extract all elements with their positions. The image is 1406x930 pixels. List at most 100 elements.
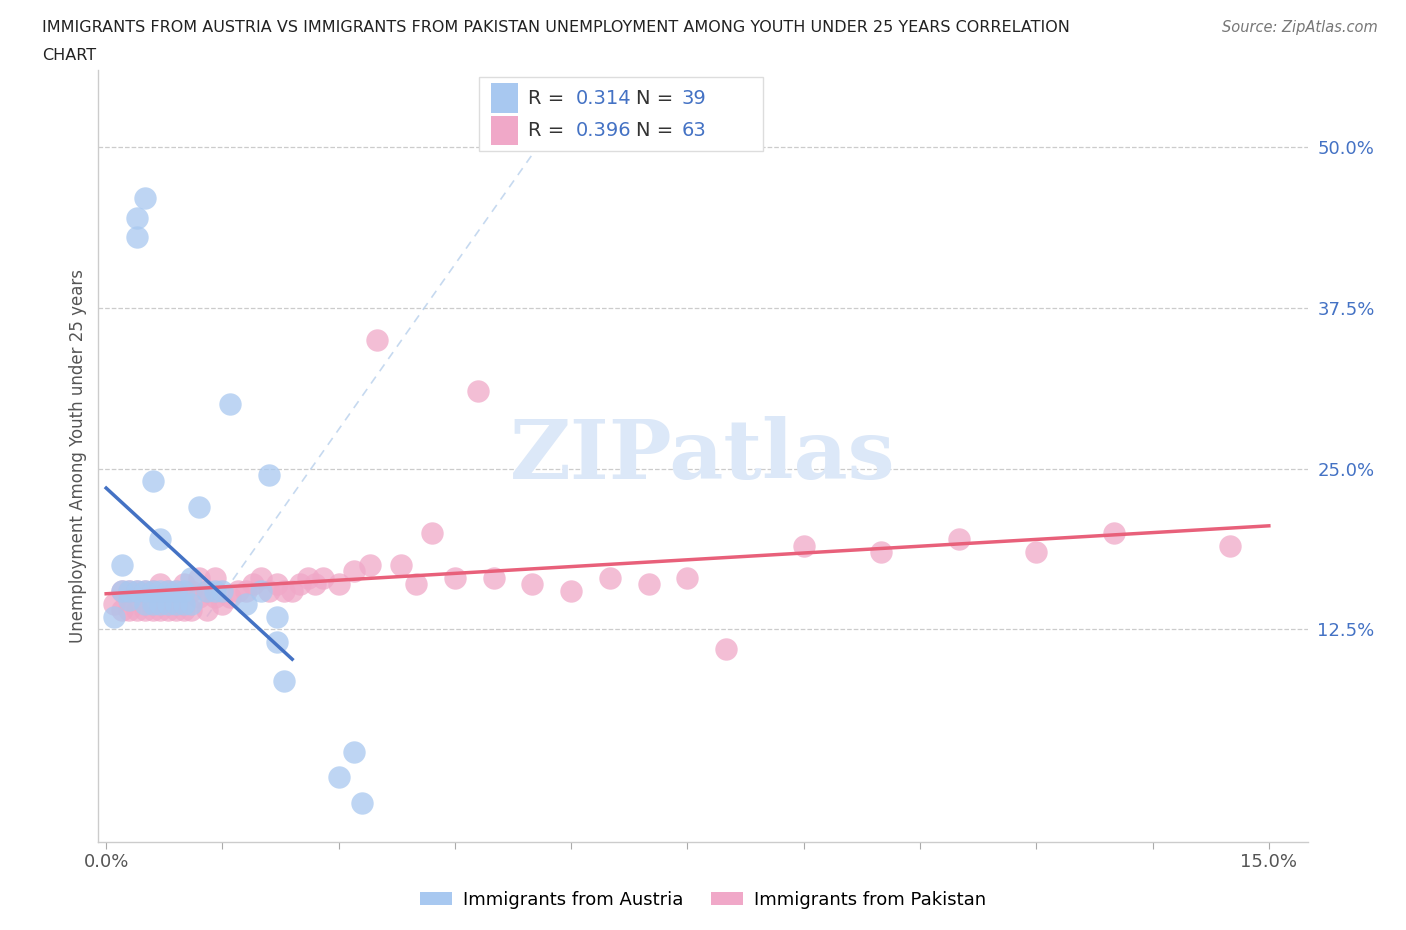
Point — [149, 603, 172, 618]
Point — [204, 590, 226, 604]
Point — [235, 583, 257, 598]
Point — [266, 577, 288, 591]
Point — [266, 635, 288, 650]
Point — [328, 770, 350, 785]
Text: 39: 39 — [682, 88, 706, 108]
Point — [204, 583, 226, 598]
Point — [134, 583, 156, 598]
Point — [297, 570, 319, 585]
Point — [420, 525, 443, 540]
Text: R =: R = — [527, 121, 571, 140]
Point — [257, 468, 280, 483]
Text: CHART: CHART — [42, 48, 96, 63]
Text: R =: R = — [527, 88, 571, 108]
Point — [188, 570, 211, 585]
Point — [195, 603, 218, 618]
Point — [103, 596, 125, 611]
Point — [142, 583, 165, 598]
Point — [637, 577, 659, 591]
Text: IMMIGRANTS FROM AUSTRIA VS IMMIGRANTS FROM PAKISTAN UNEMPLOYMENT AMONG YOUTH UND: IMMIGRANTS FROM AUSTRIA VS IMMIGRANTS FR… — [42, 20, 1070, 35]
Point — [173, 577, 195, 591]
Point — [127, 583, 149, 598]
Point — [242, 577, 264, 591]
Point — [1219, 538, 1241, 553]
Point — [870, 545, 893, 560]
Point — [165, 596, 187, 611]
Point — [219, 590, 242, 604]
Text: 0.314: 0.314 — [576, 88, 631, 108]
Point — [522, 577, 544, 591]
Point — [118, 583, 141, 598]
Point — [467, 384, 489, 399]
Point — [173, 596, 195, 611]
Point — [149, 532, 172, 547]
Point — [165, 603, 187, 618]
Point — [118, 583, 141, 598]
Point — [127, 603, 149, 618]
Point — [350, 796, 373, 811]
Point — [219, 397, 242, 412]
Point — [328, 577, 350, 591]
Point — [1025, 545, 1047, 560]
Point — [266, 609, 288, 624]
Y-axis label: Unemployment Among Youth under 25 years: Unemployment Among Youth under 25 years — [69, 269, 87, 643]
Text: Source: ZipAtlas.com: Source: ZipAtlas.com — [1222, 20, 1378, 35]
Point — [343, 564, 366, 578]
Point — [560, 583, 582, 598]
Point — [127, 230, 149, 245]
Bar — [492, 115, 517, 145]
Point — [195, 583, 218, 598]
Point — [134, 596, 156, 611]
Point — [188, 499, 211, 514]
Point — [366, 333, 388, 348]
Point — [157, 603, 180, 618]
Point — [127, 583, 149, 598]
Point — [149, 583, 172, 598]
Point — [134, 191, 156, 206]
Point — [180, 570, 202, 585]
Point — [281, 583, 304, 598]
Point — [142, 583, 165, 598]
Point — [134, 603, 156, 618]
Text: N =: N = — [637, 121, 681, 140]
Point — [273, 673, 295, 688]
Point — [142, 596, 165, 611]
Point — [211, 583, 233, 598]
Point — [250, 583, 273, 598]
Point — [235, 596, 257, 611]
Point — [165, 583, 187, 598]
Point — [304, 577, 326, 591]
Point — [948, 532, 970, 547]
Point — [134, 583, 156, 598]
Point — [157, 583, 180, 598]
Point — [180, 603, 202, 618]
Point — [149, 577, 172, 591]
Point — [676, 570, 699, 585]
Point — [204, 570, 226, 585]
Point — [195, 583, 218, 598]
Point — [444, 570, 467, 585]
Point — [173, 603, 195, 618]
Point — [111, 583, 134, 598]
Point — [157, 583, 180, 598]
Bar — [479, 77, 763, 151]
Bar — [492, 84, 517, 113]
Point — [111, 603, 134, 618]
Point — [716, 642, 738, 657]
Point — [127, 210, 149, 225]
Point — [149, 596, 172, 611]
Text: 63: 63 — [682, 121, 706, 140]
Point — [188, 590, 211, 604]
Point — [288, 577, 311, 591]
Point — [111, 583, 134, 598]
Point — [180, 583, 202, 598]
Point — [793, 538, 815, 553]
Point — [599, 570, 621, 585]
Point — [389, 558, 412, 573]
Point — [250, 570, 273, 585]
Text: ZIPatlas: ZIPatlas — [510, 416, 896, 496]
Point — [312, 570, 335, 585]
Point — [103, 609, 125, 624]
Text: 0.396: 0.396 — [576, 121, 631, 140]
Text: N =: N = — [637, 88, 681, 108]
